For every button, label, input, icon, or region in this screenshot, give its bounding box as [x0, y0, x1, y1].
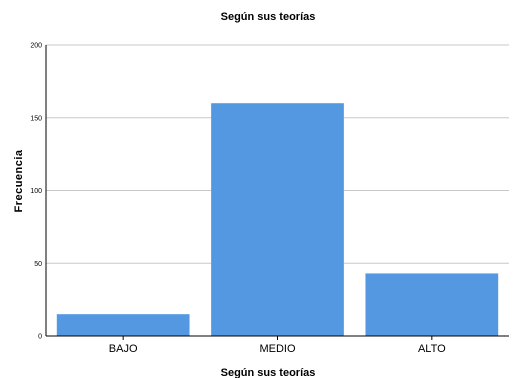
x-tick-labels: BAJO MEDIO ALTO [109, 336, 446, 355]
bar-medio [211, 103, 344, 336]
bar-alto [365, 273, 499, 336]
y-tick-label: 200 [30, 43, 42, 50]
x-axis-label: Según sus teorías [221, 367, 316, 378]
y-axis-label: Frecuencia [13, 149, 25, 212]
x-tick-label: ALTO [418, 343, 446, 355]
bar-bajo [56, 314, 190, 336]
y-tick-label: 150 [30, 115, 42, 122]
x-tick-label: BAJO [109, 343, 138, 355]
y-tick-labels: 0 50 100 150 200 [30, 43, 42, 341]
chart-title: Según sus teorías [221, 11, 316, 23]
y-tick-label: 0 [38, 334, 42, 341]
y-tick-label: 100 [30, 188, 42, 195]
x-tick-label: MEDIO [259, 343, 296, 355]
y-tick-label: 50 [34, 261, 42, 268]
bars [56, 103, 499, 336]
